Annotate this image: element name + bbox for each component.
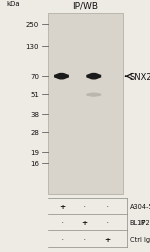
Text: +: + (59, 203, 65, 209)
Text: 51: 51 (30, 91, 39, 98)
Text: 19: 19 (30, 149, 39, 155)
Text: kDa: kDa (6, 1, 20, 7)
Polygon shape (87, 94, 101, 97)
Text: +: + (82, 219, 88, 225)
Text: BL17216: BL17216 (130, 219, 150, 225)
Text: ·: · (61, 234, 64, 244)
Text: 16: 16 (30, 160, 39, 166)
Text: +: + (104, 236, 110, 242)
Text: Ctrl IgG: Ctrl IgG (130, 236, 150, 242)
Text: ·: · (106, 217, 109, 227)
Text: ·: · (83, 234, 86, 244)
Polygon shape (87, 74, 101, 79)
Text: IP: IP (140, 219, 146, 225)
Text: 38: 38 (30, 112, 39, 118)
Text: 28: 28 (30, 129, 39, 135)
Text: ·: · (106, 201, 109, 211)
Text: SNX2: SNX2 (130, 72, 150, 81)
Text: 250: 250 (26, 22, 39, 28)
Text: ·: · (83, 201, 86, 211)
Text: A304-544A: A304-544A (130, 203, 150, 209)
Text: 130: 130 (26, 44, 39, 50)
Text: ·: · (61, 217, 64, 227)
Bar (48, 14, 123, 194)
Text: 70: 70 (30, 74, 39, 80)
Text: IP/WB: IP/WB (72, 1, 99, 10)
Polygon shape (55, 74, 68, 79)
